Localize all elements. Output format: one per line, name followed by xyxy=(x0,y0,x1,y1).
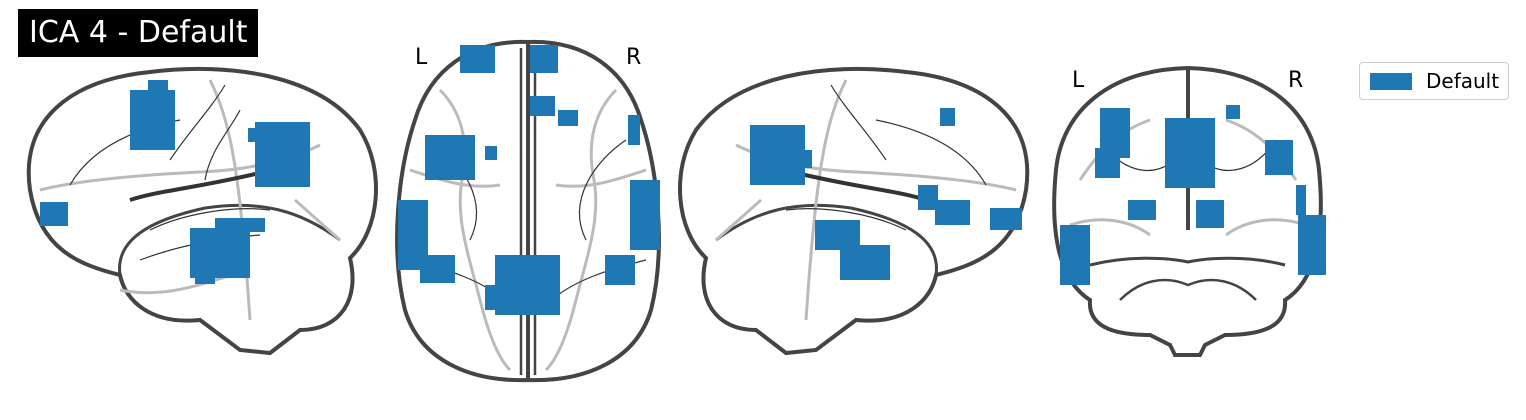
legend-label: Default xyxy=(1426,69,1500,93)
legend: Default xyxy=(1359,62,1509,100)
left-sagittal-view xyxy=(26,66,378,356)
figure-title: ICA 4 - Default xyxy=(18,9,259,57)
axial-view xyxy=(395,39,661,383)
sagittal-temporal-left xyxy=(118,203,341,276)
sagittal-outline-left xyxy=(26,66,378,356)
sagittal-outline-right xyxy=(678,66,1030,356)
axial-left-label: L xyxy=(415,45,428,70)
coronal-left-label: L xyxy=(1072,68,1085,93)
legend-swatch xyxy=(1370,73,1412,90)
coronal-outline xyxy=(1052,65,1323,357)
coronal-right-label: R xyxy=(1288,68,1304,93)
axial-right-label: R xyxy=(626,45,642,70)
right-sagittal-view xyxy=(678,66,1030,356)
coronal-view xyxy=(1052,65,1326,357)
